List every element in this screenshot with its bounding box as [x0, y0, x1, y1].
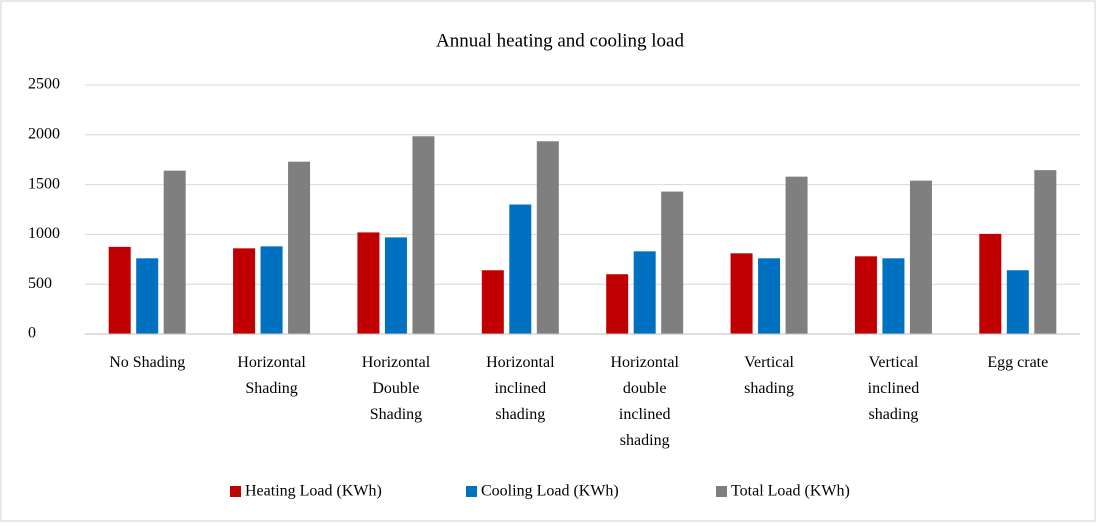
bar [233, 248, 256, 334]
bar [882, 258, 905, 334]
bar [1006, 270, 1029, 334]
x-tick-label: Horizontal double inclined shading [610, 354, 679, 449]
bar [108, 246, 131, 334]
y-tick-label: 1500 [28, 175, 60, 192]
y-tick-label: 2500 [28, 76, 60, 93]
legend-swatch [230, 486, 241, 497]
bar [260, 246, 283, 334]
bar [481, 270, 504, 334]
legend-swatch [466, 486, 477, 497]
bar [509, 204, 532, 334]
x-tick-label: Vertical shading [744, 354, 794, 397]
y-tick-label: 1000 [28, 225, 60, 242]
x-tick-label: Horizontal inclined shading [486, 354, 555, 423]
bar [758, 258, 781, 334]
x-tick-label: Horizontal Double Shading [362, 354, 431, 423]
bar [136, 258, 159, 334]
bar [785, 176, 808, 334]
bar [384, 237, 407, 334]
chart-title: Annual heating and cooling load [436, 30, 684, 51]
y-tick-label: 0 [28, 325, 36, 342]
bar [979, 233, 1002, 334]
bar [854, 256, 877, 334]
bar [633, 251, 656, 334]
x-tick-label: Horizontal Shading [237, 354, 306, 397]
bar [163, 170, 186, 334]
x-tick-label: Egg crate [987, 354, 1048, 371]
bar [357, 232, 380, 334]
y-tick-label: 500 [28, 275, 52, 292]
legend-label: Cooling Load (KWh) [481, 483, 619, 500]
x-tick-label: No Shading [109, 354, 185, 371]
bar [661, 191, 684, 334]
bar [288, 161, 311, 334]
bar [730, 253, 753, 334]
y-tick-label: 2000 [28, 125, 60, 142]
bar [606, 274, 629, 334]
legend-swatch [716, 486, 727, 497]
legend-label: Total Load (KWh) [731, 483, 850, 500]
bar [412, 136, 435, 334]
bar [1034, 170, 1057, 334]
legend-label: Heating Load (KWh) [245, 483, 382, 500]
bar [536, 141, 559, 334]
bar [909, 180, 932, 334]
x-tick-label: Vertical inclined shading [868, 354, 920, 423]
